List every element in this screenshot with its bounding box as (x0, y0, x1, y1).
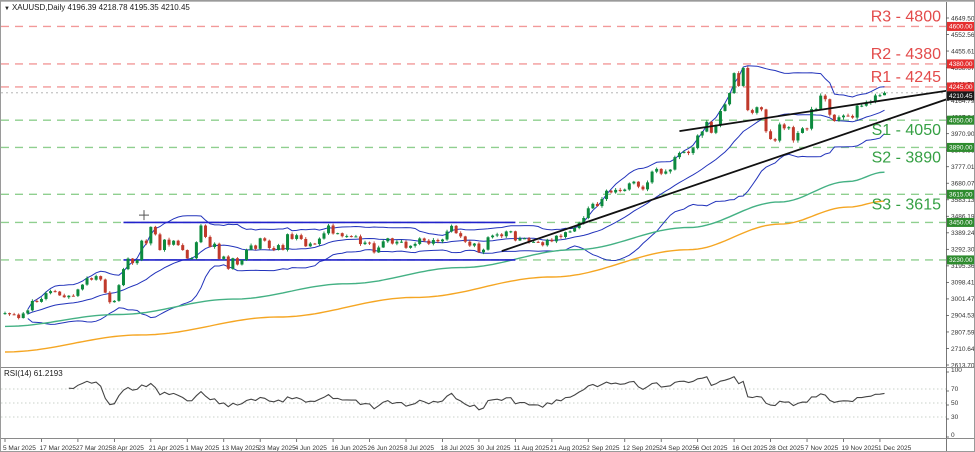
svg-text:3450.00: 3450.00 (949, 220, 973, 227)
time-axis[interactable]: 5 Mar 2025 17 Mar 2025 27 Mar 2025 8 Apr 20… (3, 439, 912, 452)
svg-text:4210.45: 4210.45 (949, 93, 973, 100)
level-price-tag: 3230.00 (947, 255, 974, 265)
trendline[interactable] (679, 89, 952, 132)
svg-text:30: 30 (951, 414, 959, 421)
svg-text:1 May 2025: 1 May 2025 (185, 445, 219, 452)
svg-text:70: 70 (951, 386, 959, 393)
svg-text:3292.30: 3292.30 (951, 247, 975, 254)
svg-text:3230.00: 3230.00 (949, 257, 973, 264)
svg-text:50: 50 (951, 400, 959, 407)
level-text-labels: R3 - 4800 R2 - 4380 R1 - 4245 S1 - 4050 S2 -… (871, 8, 941, 213)
svg-text:S2 - 3890: S2 - 3890 (872, 149, 941, 166)
svg-text:4050.00: 4050.00 (949, 117, 973, 124)
svg-text:4649.50: 4649.50 (951, 15, 975, 22)
rsi-line (68, 376, 885, 411)
svg-text:2807.59: 2807.59 (951, 329, 975, 336)
svg-text:4245.00: 4245.00 (949, 84, 973, 91)
svg-text:2613.70: 2613.70 (951, 362, 975, 369)
svg-text:21 Apr 2025: 21 Apr 2025 (149, 445, 184, 452)
svg-text:24 Sep 2025: 24 Sep 2025 (659, 445, 696, 452)
svg-text:13 May 2025: 13 May 2025 (222, 445, 260, 452)
svg-text:3615.00: 3615.00 (949, 192, 973, 199)
svg-text:2 Sep 2025: 2 Sep 2025 (586, 445, 620, 452)
svg-text:3583.13: 3583.13 (951, 197, 975, 204)
svg-text:12 Sep 2025: 12 Sep 2025 (623, 445, 660, 452)
svg-text:3680.07: 3680.07 (951, 181, 975, 188)
collapse-icon[interactable]: ▼ (4, 6, 10, 12)
main-plot-layer: R3 - 4800 R2 - 4380 R1 - 4245 S1 - 4050 S2 -… (1, 8, 953, 353)
svg-text:16 Jun 2025: 16 Jun 2025 (331, 445, 367, 452)
svg-text:R1 - 4245: R1 - 4245 (871, 69, 941, 86)
level-price-tag: 4050.00 (947, 115, 974, 125)
level-price-tag: 4380.00 (947, 59, 974, 69)
svg-text:3001.47: 3001.47 (951, 296, 975, 303)
svg-text:3890.00: 3890.00 (949, 145, 973, 152)
svg-text:8 Apr 2025: 8 Apr 2025 (112, 445, 144, 452)
svg-text:S3 - 3615: S3 - 3615 (872, 196, 941, 213)
level-price-tag: 4245.00 (947, 82, 974, 92)
svg-text:2904.53: 2904.53 (951, 313, 975, 320)
level-lines-layer (1, 25, 946, 261)
svg-text:4455.61: 4455.61 (951, 48, 975, 55)
svg-text:16 Oct 2025: 16 Oct 2025 (732, 445, 768, 452)
panel-borders (1, 1, 974, 439)
rsi-panel (1, 376, 946, 418)
svg-text:11 Aug 2025: 11 Aug 2025 (513, 445, 549, 452)
svg-text:100: 100 (951, 367, 962, 374)
svg-text:3098.41: 3098.41 (951, 280, 975, 287)
bollinger-bands (27, 65, 885, 325)
svg-text:19 Nov 2025: 19 Nov 2025 (841, 445, 878, 452)
svg-text:3777.01: 3777.01 (951, 164, 975, 171)
svg-text:30 Jul 2025: 30 Jul 2025 (477, 445, 511, 452)
svg-text:1 Dec 2025: 1 Dec 2025 (878, 445, 912, 452)
svg-text:18 Jul 2025: 18 Jul 2025 (440, 445, 474, 452)
svg-text:27 Mar 2025: 27 Mar 2025 (76, 445, 113, 452)
level-price-tag: 4210.45 (947, 91, 974, 101)
svg-text:3195.36: 3195.36 (951, 263, 975, 270)
svg-text:4164.79: 4164.79 (951, 98, 975, 105)
price-axis[interactable]: 4649.504552.564455.614358.674261.734164.… (946, 1, 975, 452)
svg-text:8 Jul 2025: 8 Jul 2025 (404, 445, 434, 452)
svg-text:4380.00: 4380.00 (949, 61, 973, 68)
svg-text:26 Jun 2025: 26 Jun 2025 (368, 445, 404, 452)
ma-green-line (4, 171, 885, 328)
svg-text:2710.64: 2710.64 (951, 346, 975, 353)
level-price-tag: 3890.00 (947, 142, 974, 152)
level-price-tag: 4600.00 (947, 21, 974, 31)
svg-text:6 Oct 2025: 6 Oct 2025 (696, 445, 728, 452)
svg-text:R2 - 4380: R2 - 4380 (871, 46, 941, 63)
candles-layer (3, 66, 887, 320)
svg-text:28 Oct 2025: 28 Oct 2025 (769, 445, 805, 452)
svg-text:0: 0 (951, 432, 955, 439)
trendline[interactable] (501, 97, 953, 252)
cursor-cross-icon (138, 210, 149, 221)
svg-text:21 Aug 2025: 21 Aug 2025 (550, 445, 587, 452)
svg-text:17 Mar 2025: 17 Mar 2025 (39, 445, 76, 452)
ma-orange-line (4, 200, 885, 353)
svg-text:23 May 2025: 23 May 2025 (258, 445, 296, 452)
svg-text:4600.00: 4600.00 (949, 24, 973, 31)
svg-text:5 Mar 2025: 5 Mar 2025 (3, 445, 36, 452)
svg-text:3970.90: 3970.90 (951, 131, 975, 138)
svg-text:R3 - 4800: R3 - 4800 (871, 8, 941, 25)
svg-text:4552.56: 4552.56 (951, 32, 975, 39)
svg-text:7 Nov 2025: 7 Nov 2025 (805, 445, 839, 452)
svg-text:4 Jun 2025: 4 Jun 2025 (295, 445, 328, 452)
level-price-tag: 3450.00 (947, 217, 974, 227)
level-price-tag: 3615.00 (947, 189, 974, 199)
svg-text:3389.24: 3389.24 (951, 230, 975, 237)
svg-text:S1 - 4050: S1 - 4050 (872, 122, 941, 139)
svg-text:3486.19: 3486.19 (951, 214, 975, 221)
